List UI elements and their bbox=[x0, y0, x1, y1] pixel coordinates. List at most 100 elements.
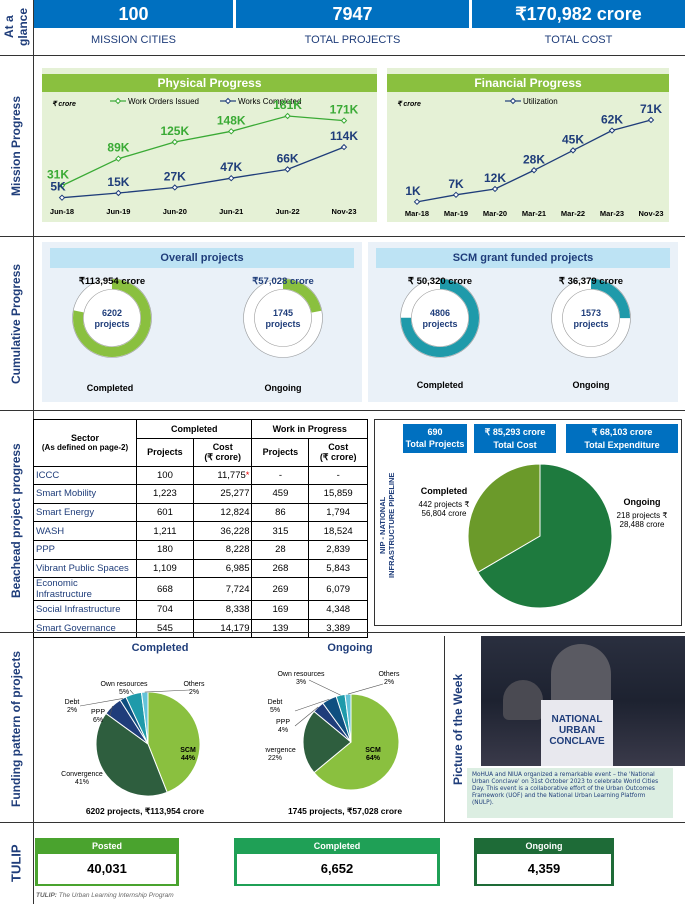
funding-ongoing-title: Ongoing bbox=[327, 642, 373, 654]
value-cell: 668 bbox=[136, 577, 194, 602]
data-point bbox=[227, 174, 235, 182]
donut-outer-ring bbox=[551, 278, 631, 358]
nip-total-projects-label: Total Projects bbox=[405, 439, 465, 449]
data-label: 62K bbox=[601, 113, 623, 127]
data-point bbox=[58, 182, 66, 189]
tulip-ongoing-label: Ongoing bbox=[525, 841, 563, 851]
pie-label-pct: 2% bbox=[67, 707, 77, 714]
x-tick-label: Jun-19 bbox=[106, 207, 130, 216]
value-cell: 2,839 bbox=[308, 539, 368, 560]
sector-cell: Social Infrastructure bbox=[33, 600, 137, 620]
data-label: 89K bbox=[107, 141, 129, 155]
pie-label-name: Debt bbox=[65, 699, 80, 706]
data-point bbox=[413, 198, 421, 206]
x-tick-label: Mar-18 bbox=[405, 209, 429, 218]
wip-header: Work in Progress bbox=[251, 419, 368, 439]
beachead-table: Sector (As defined on page-2) Completed … bbox=[33, 419, 368, 639]
event-photo: NATIONAL URBAN CONCLAVE bbox=[481, 636, 685, 766]
x-tick-label: Nov-23 bbox=[638, 209, 663, 218]
pie-slice bbox=[302, 710, 352, 774]
donut-bg bbox=[402, 280, 478, 356]
value-cell: - bbox=[251, 465, 310, 486]
donut-center-label: projects bbox=[94, 319, 129, 329]
data-label: 71K bbox=[640, 102, 662, 116]
leader-line bbox=[308, 679, 341, 696]
value-cell: 545 bbox=[136, 618, 194, 639]
donut-arc bbox=[244, 279, 322, 357]
donut-center-label: projects bbox=[573, 319, 608, 329]
sector-header: Sector bbox=[70, 433, 99, 444]
podium-line1: NATIONAL bbox=[551, 714, 603, 725]
pie-label-name: Convergence bbox=[265, 747, 296, 754]
tulip-posted: Posted 40,031 bbox=[35, 838, 179, 886]
wip-cost-header: Cost bbox=[328, 441, 349, 452]
table-row: WASH 1,211 36,228 315 18,524 bbox=[33, 521, 368, 541]
donut-inner-ring bbox=[411, 289, 469, 347]
data-point bbox=[569, 147, 577, 154]
pie-label-name: Convergence bbox=[61, 771, 103, 778]
value-cell: 1,223 bbox=[136, 484, 194, 504]
legend-marker bbox=[509, 97, 517, 105]
value-cell: 12,824 bbox=[192, 502, 253, 523]
donut-amount: ₹57,028 crore bbox=[252, 276, 314, 287]
table-row: Smart Governance 545 14,179 139 3,389 bbox=[33, 618, 368, 639]
data-label: 7K bbox=[448, 177, 464, 191]
section-label-beachead: Beachead project progress bbox=[9, 443, 23, 599]
data-label: 45K bbox=[562, 132, 584, 146]
physical-progress-panel: Physical Progress ₹ crore Work Orders Iss… bbox=[42, 68, 377, 222]
data-label: 28K bbox=[523, 152, 545, 166]
value-cell: 86 bbox=[251, 502, 310, 523]
legend-marker bbox=[114, 97, 122, 105]
nip-total-cost-label: Total Cost bbox=[493, 440, 537, 450]
donut-arc bbox=[552, 279, 630, 357]
data-label: 148K bbox=[217, 113, 246, 127]
value-cell: 4,348 bbox=[308, 600, 368, 620]
x-tick-label: Jun-18 bbox=[50, 207, 74, 216]
value-cell: 269 bbox=[251, 577, 310, 602]
section-label-mission: Mission Progress bbox=[9, 95, 23, 197]
pie-label-name: SCM bbox=[180, 747, 196, 754]
sector-subheader: (As defined on page-2) bbox=[41, 443, 129, 453]
nip-side-label: NIP - NATIONAL INFRASTRUCTURE PIPELINE bbox=[378, 460, 408, 590]
nip-total-expenditure-value: ₹ 68,103 crore bbox=[591, 427, 653, 437]
nip-total-expenditure-label: Total Expenditure bbox=[584, 440, 660, 450]
donut-inner-ring bbox=[562, 289, 620, 347]
data-point bbox=[227, 128, 235, 135]
data-point bbox=[284, 166, 291, 173]
legend-label: Works Completed bbox=[238, 97, 301, 106]
donut-caption: Ongoing bbox=[572, 380, 610, 390]
data-label: 12K bbox=[484, 171, 506, 185]
glance-cost-label: TOTAL COST bbox=[544, 34, 613, 46]
glance-cities-value: 100 bbox=[34, 0, 233, 28]
x-tick-label: Jun-20 bbox=[163, 207, 187, 216]
legend-marker bbox=[224, 97, 232, 105]
completed-header: Completed bbox=[135, 419, 253, 439]
table-row: ICCC 100 11,775* - - bbox=[33, 465, 368, 486]
data-point bbox=[171, 138, 179, 146]
donut-caption: Completed bbox=[86, 383, 134, 393]
donut-caption: Ongoing bbox=[264, 383, 302, 393]
leader-line bbox=[129, 689, 134, 695]
nip-ongoing-title: Ongoing bbox=[623, 497, 661, 507]
donut-inner-ring bbox=[254, 289, 312, 347]
nip-total-expenditure: ₹ 68,103 crore Total Expenditure bbox=[566, 424, 678, 453]
data-point bbox=[115, 155, 122, 162]
funding-ongoing-footer: 1745 projects, ₹57,028 crore bbox=[287, 806, 403, 816]
physical-progress-chart: ₹ crore Work Orders Issued Works Completed… bbox=[47, 97, 359, 216]
wip-cost-unit: (₹ crore) bbox=[319, 451, 357, 462]
series-line bbox=[61, 115, 345, 187]
data-label: 1K bbox=[405, 184, 421, 198]
donut-arc bbox=[401, 279, 479, 357]
table-row: Smart Energy 601 12,824 86 1,794 bbox=[33, 502, 368, 523]
leader-line bbox=[347, 683, 384, 695]
pie-label-name: Own resources bbox=[100, 681, 148, 688]
donut-center-label: projects bbox=[422, 319, 457, 329]
sector-cell: Smart Mobility bbox=[33, 484, 137, 504]
data-label: 47K bbox=[220, 160, 242, 174]
value-cell: 169 bbox=[251, 600, 310, 620]
donut-outer-ring bbox=[72, 278, 152, 358]
donut-caption: Completed bbox=[416, 380, 464, 390]
sector-cell: Smart Energy bbox=[33, 502, 137, 523]
leader-line bbox=[294, 706, 319, 727]
